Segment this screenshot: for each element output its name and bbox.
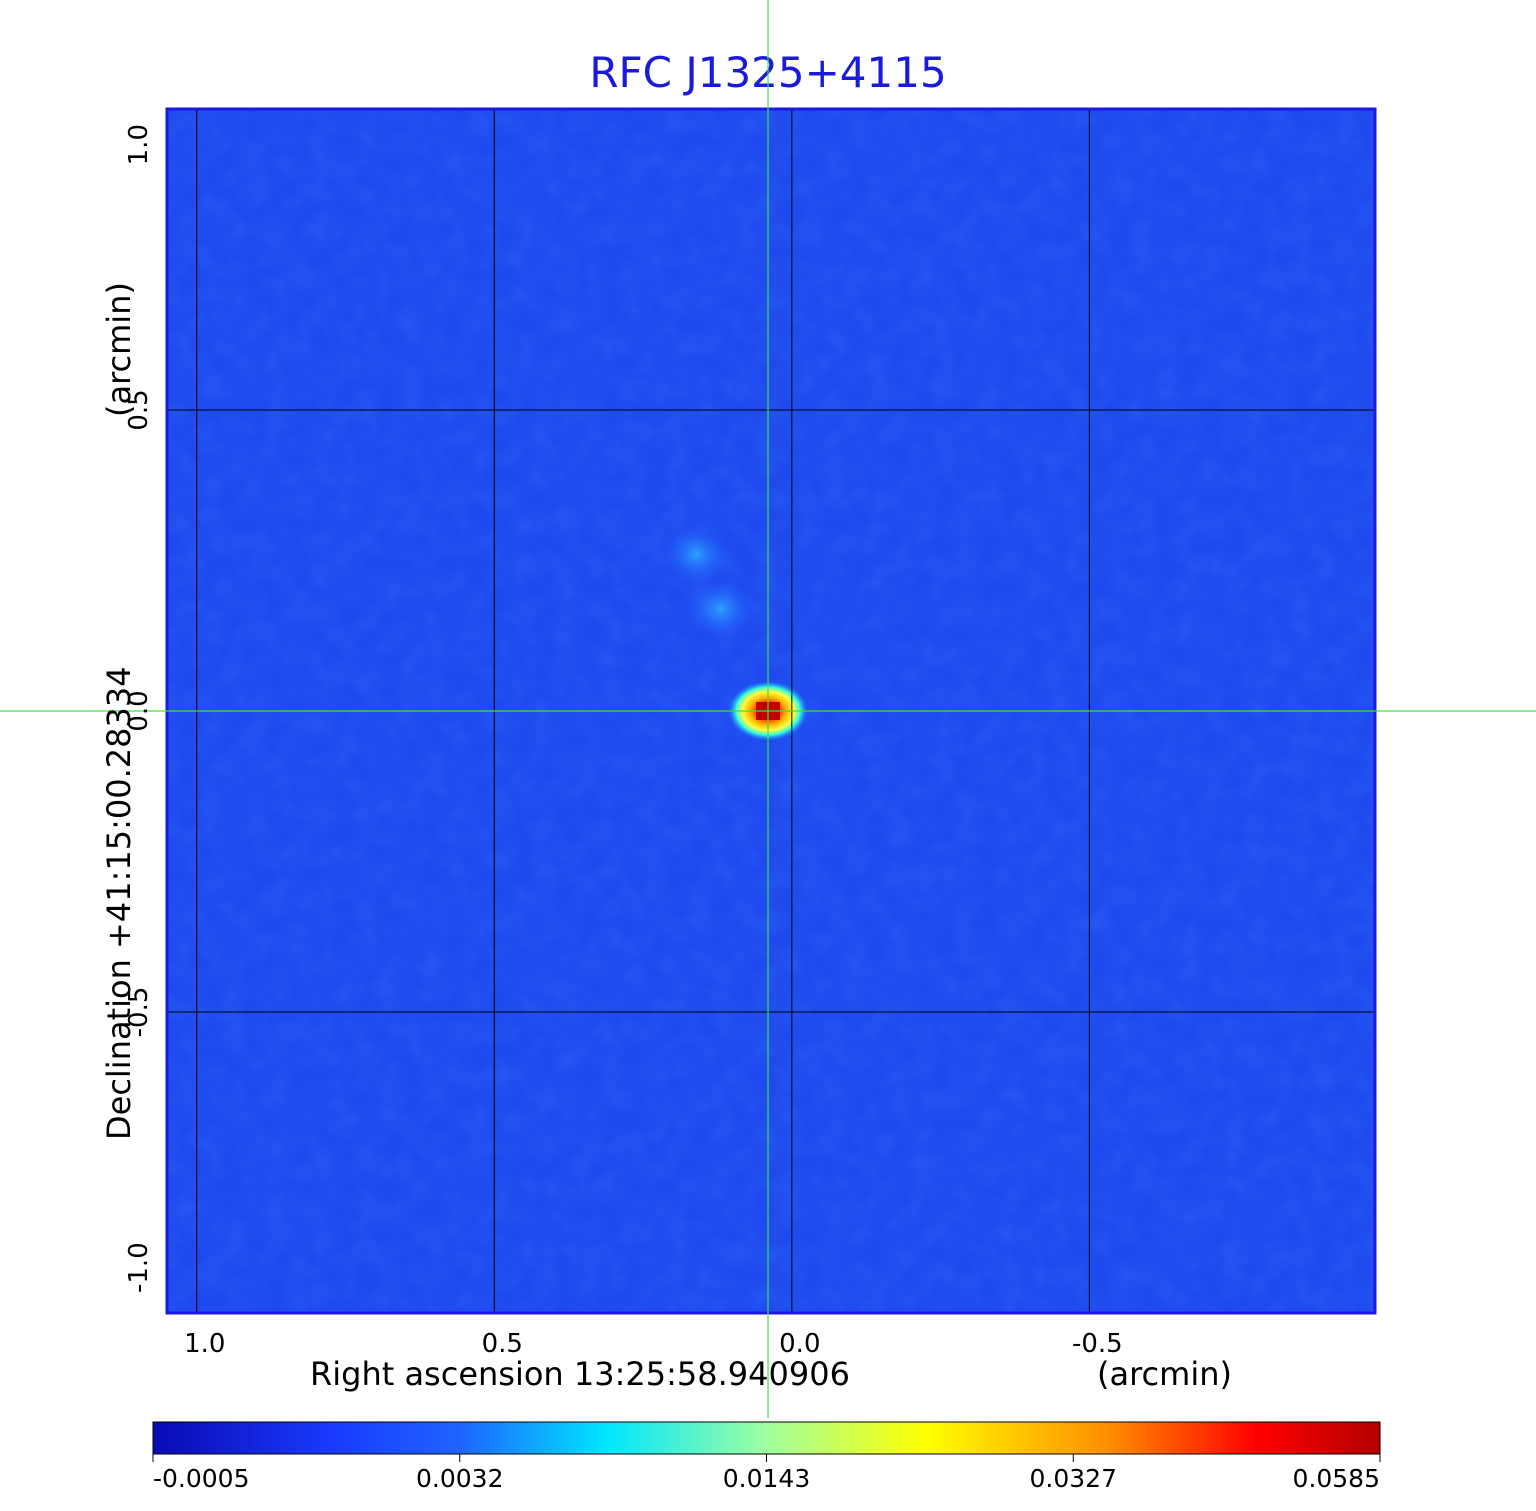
y-tick-label-0: -1.0 (124, 1242, 154, 1293)
colorbar-tick-label-1: 0.0032 (416, 1464, 503, 1493)
colorbar-tick-label-2: 0.0143 (723, 1464, 810, 1493)
y-tick-label-2: 0.0 (124, 690, 154, 731)
x-axis-unit: (arcmin) (1097, 1355, 1232, 1393)
x-tick-labels: 1.0 0.5 0.0 -0.5 (184, 1329, 1123, 1359)
colorbar-tick-label-3: 0.0327 (1030, 1464, 1117, 1493)
y-axis-label: Declination +41:15:00.28334 (100, 666, 138, 1140)
x-tick-label-2: 0.0 (779, 1329, 820, 1359)
y-tick-label-1: -0.5 (124, 987, 154, 1038)
x-tick-label-3: -0.5 (1072, 1329, 1123, 1359)
crosshair (0, 0, 1536, 1418)
y-tick-label-4: 1.0 (124, 124, 154, 165)
colorbar-tick-label-4: 0.0585 (1293, 1464, 1380, 1493)
faint-feature-1 (686, 578, 755, 639)
y-tick-labels: -1.0 -0.5 0.0 0.5 1.0 (124, 124, 154, 1293)
faint-feature-0 (662, 524, 731, 585)
y-tick-label-3: 0.5 (124, 389, 154, 430)
colorbar-tick-label-0: -0.0005 (153, 1464, 250, 1493)
x-tick-label-1: 0.5 (482, 1329, 523, 1359)
colorbar: -0.0005 0.0032 0.0143 0.0327 0.0585 (152, 1421, 1381, 1493)
y-axis-unit: (arcmin) (100, 282, 138, 417)
colorbar-gradient (152, 1421, 1381, 1455)
x-axis-label: Right ascension 13:25:58.940906 (310, 1355, 850, 1393)
x-tick-label-0: 1.0 (184, 1329, 225, 1359)
